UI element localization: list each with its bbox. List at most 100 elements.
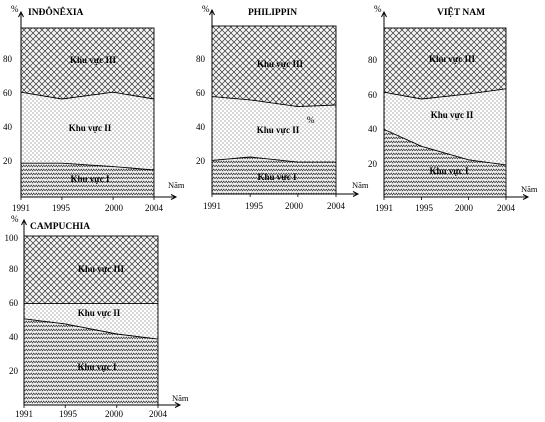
- x-tick-labels: 1991 1995 2000 2004: [12, 203, 164, 213]
- series-label: Khu vực I: [258, 172, 297, 182]
- x-tick-label: 2000: [455, 203, 474, 213]
- x-tick-label: 1991: [375, 203, 393, 213]
- y-tick-label: 20: [196, 156, 206, 166]
- series-labels: Khu vực I Khu vực II Khu vực III: [429, 54, 475, 176]
- area-band: [212, 157, 336, 194]
- x-axis-title: Năm: [521, 184, 538, 194]
- x-axis-title: Năm: [352, 180, 369, 190]
- y-tick-label: 100: [5, 233, 19, 243]
- series-label: Khu vực II: [78, 308, 121, 318]
- chart-title: INĐÔNÊXIA: [28, 5, 84, 18]
- y-tick-label: 20: [368, 159, 378, 169]
- x-tick-label: 2004: [145, 203, 164, 213]
- area-band: [21, 163, 154, 197]
- y-axis-unit: %: [11, 214, 19, 224]
- y-tick-label: 20: [9, 366, 19, 376]
- x-tick-label: 2000: [105, 409, 124, 419]
- y-tick-label: 60: [196, 88, 206, 98]
- band-boundary-line: [23, 318, 159, 340]
- x-tick-label: 2004: [327, 201, 346, 211]
- band-boundary-line: [21, 162, 155, 171]
- chart-title: CAMPUCHIA: [30, 222, 90, 232]
- band-boundary-line: [211, 96, 337, 108]
- series-label: Khu vực III: [257, 59, 303, 69]
- plot-area: [209, 8, 360, 197]
- area-band: [24, 303, 158, 340]
- y-tick-label: 40: [9, 332, 19, 342]
- series-label: Khu vực I: [71, 174, 110, 184]
- x-tick-label: 2000: [105, 203, 124, 213]
- panel-philippin: PHILIPPIN % Năm 20 40 60 80 1991 1995 20…: [196, 4, 369, 211]
- area-band: [24, 318, 158, 405]
- panel-viet-nam: VIỆT NAM % Năm 20 40 60 80 1991 1995 200…: [368, 4, 538, 213]
- band-boundary-line: [383, 88, 507, 100]
- x-tick-label: 1995: [415, 203, 434, 213]
- y-tick-label: 80: [3, 54, 13, 64]
- x-axis: [212, 191, 360, 197]
- x-tick-labels: 1991 1995 2000 2004: [375, 203, 516, 213]
- y-tick-label: 40: [3, 122, 13, 132]
- x-tick-label: 1995: [52, 203, 71, 213]
- x-tick-label: 1991: [203, 201, 221, 211]
- x-axis: [21, 194, 178, 200]
- series-label: Khu vực I: [430, 166, 469, 176]
- x-axis-title: Năm: [172, 393, 189, 403]
- series-label: Khu vực II: [69, 123, 112, 133]
- y-tick-label: 40: [196, 122, 206, 132]
- area-band: [384, 129, 506, 197]
- area-band: [21, 28, 154, 99]
- y-tick-label: 80: [9, 264, 19, 274]
- x-tick-label: 1995: [245, 201, 264, 211]
- series-labels: Khu vực I Khu vực II Khu vực III %: [257, 59, 315, 182]
- chart-annotation: %: [307, 115, 315, 125]
- panel-campuchia: CAMPUCHIA % Năm 20 40 60 80 100 1991 199…: [5, 214, 189, 419]
- panel-indonesia: INĐÔNÊXIA % Năm 20 40 60 80 1991 1995 20…: [3, 4, 185, 213]
- y-axis: [21, 218, 27, 405]
- band-boundary-line: [383, 128, 507, 166]
- area-band: [384, 88, 506, 165]
- y-tick-label: 60: [9, 298, 19, 308]
- y-tick-label: 40: [368, 124, 378, 134]
- series-label: Khu vực III: [429, 54, 475, 64]
- area-band: [212, 96, 336, 163]
- area-band: [384, 28, 506, 99]
- series-labels: Khu vực I Khu vực II Khu vực III: [69, 55, 117, 184]
- y-tick-labels: 20 40 60 80: [368, 55, 378, 169]
- y-tick-label: 80: [196, 54, 206, 64]
- x-tick-label: 2004: [497, 203, 516, 213]
- y-axis-unit: %: [11, 4, 19, 14]
- y-tick-label: 60: [368, 90, 378, 100]
- x-tick-label: 2004: [149, 409, 168, 419]
- chart-title: VIỆT NAM: [437, 5, 485, 18]
- y-axis: [18, 10, 24, 197]
- y-tick-labels: 20 40 60 80 100: [5, 233, 19, 376]
- x-tick-label: 1991: [12, 203, 30, 213]
- y-tick-label: 20: [3, 156, 13, 166]
- series-label: Khu vực III: [78, 264, 124, 274]
- plot-area: [381, 10, 530, 200]
- y-tick-labels: 20 40 60 80: [196, 54, 206, 166]
- series-label: Khu vực II: [257, 125, 300, 135]
- x-tick-label: 1995: [59, 409, 78, 419]
- y-axis-unit: %: [202, 4, 210, 14]
- y-tick-labels: 20 40 60 80: [3, 54, 13, 166]
- area-band: [24, 236, 158, 304]
- y-axis: [381, 10, 387, 197]
- band-boundary-line: [20, 91, 155, 100]
- area-band: [21, 92, 154, 170]
- y-axis-unit: %: [374, 4, 382, 14]
- area-band: [212, 26, 336, 107]
- chart-title: PHILIPPIN: [248, 8, 297, 18]
- x-axis: [24, 402, 182, 408]
- x-tick-label: 1991: [15, 409, 33, 419]
- x-axis-title: Năm: [168, 180, 185, 190]
- x-tick-labels: 1991 1995 2000 2004: [15, 409, 168, 419]
- series-label: Khu vực I: [78, 362, 117, 372]
- y-axis: [209, 8, 215, 194]
- plot-area: [18, 10, 178, 200]
- band-boundary-line: [211, 156, 336, 163]
- y-tick-label: 60: [3, 88, 13, 98]
- series-label: Khu vực III: [70, 55, 116, 65]
- x-tick-labels: 1991 1995 2000 2004: [203, 201, 346, 211]
